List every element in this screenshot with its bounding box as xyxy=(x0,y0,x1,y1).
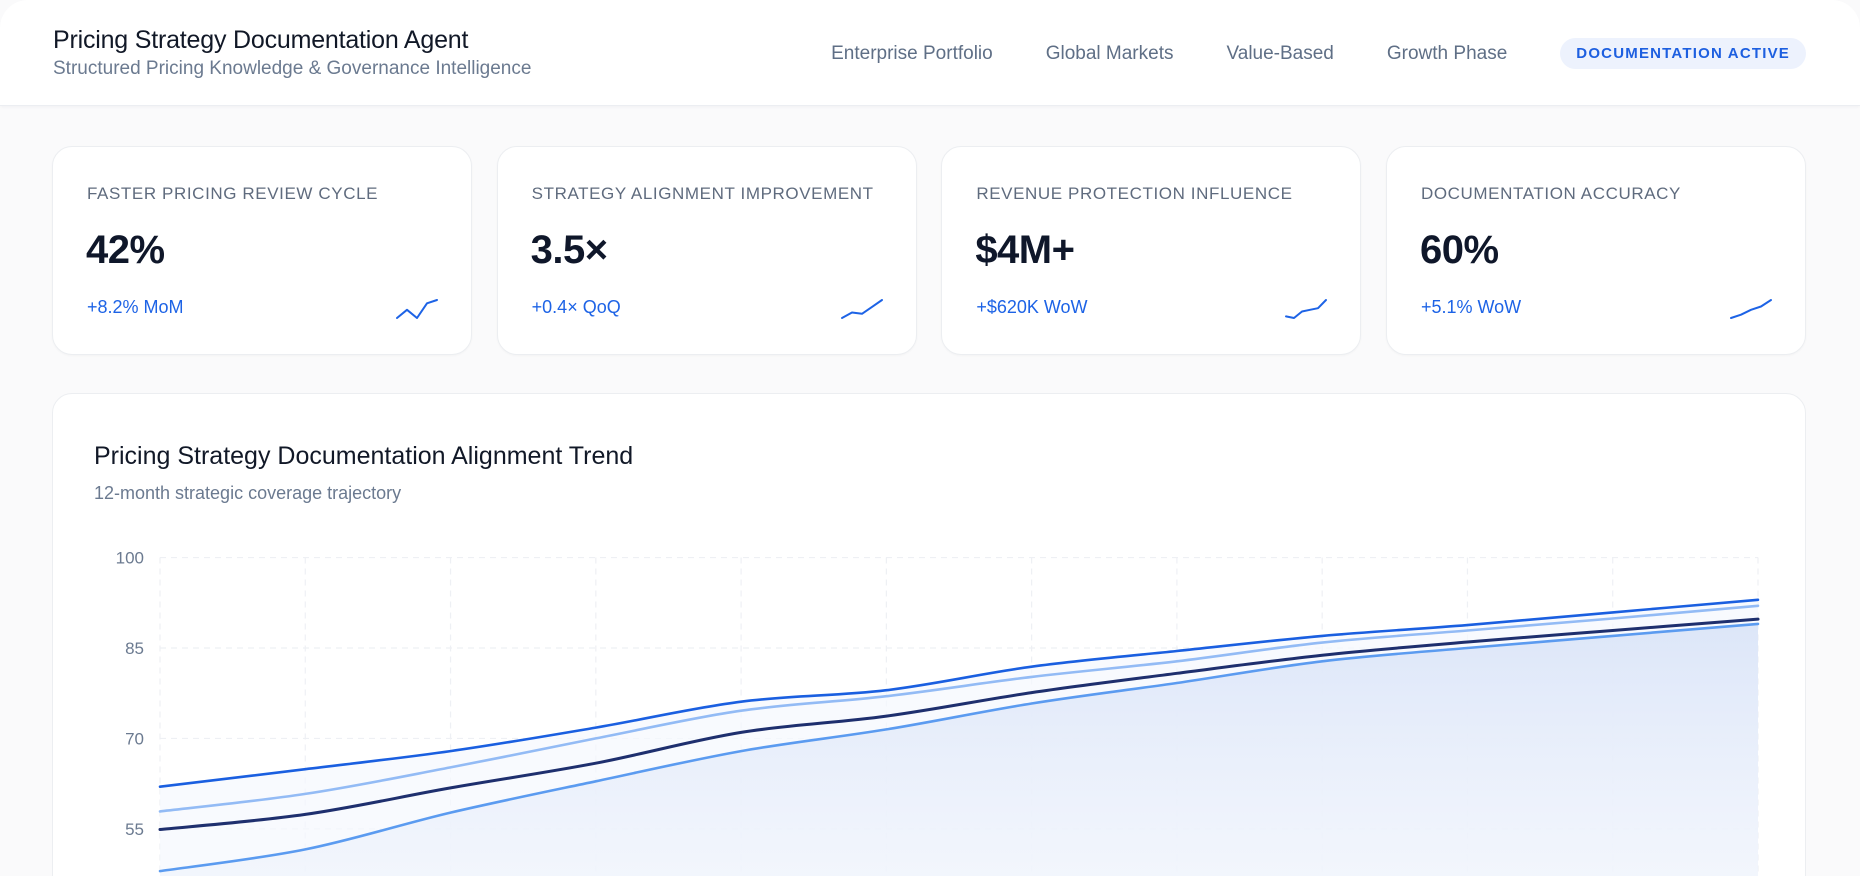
kpi-delta: +0.4× QoQ xyxy=(531,297,621,317)
series-line-3 xyxy=(158,617,1760,832)
kpi-row: FASTER PRICING REVIEW CYCLE 42% +8.2% Mo… xyxy=(52,146,1806,355)
brand: Pricing Strategy Documentation Agent Str… xyxy=(53,24,531,81)
svg-text:85: 85 xyxy=(125,639,144,658)
kpi-label: FASTER PRICING REVIEW CYCLE xyxy=(87,184,379,203)
svg-text:100: 100 xyxy=(116,549,144,568)
kpi-value: 60% xyxy=(1419,228,1499,272)
app-title: Pricing Strategy Documentation Agent xyxy=(53,26,469,54)
kpi-value: $4M+ xyxy=(975,228,1075,272)
line-chart: 100 85 70 55 xyxy=(116,549,1760,876)
alignment-trend-chart-card: Pricing Strategy Documentation Alignment… xyxy=(52,393,1806,876)
chart-subtitle: 12-month strategic coverage trajectory xyxy=(94,483,402,503)
series-lines xyxy=(158,598,1760,873)
kpi-card-revenue-protection: REVENUE PROTECTION INFLUENCE $4M+ +$620K… xyxy=(941,146,1362,355)
series-area-fill xyxy=(160,599,1758,876)
sparkline-icon xyxy=(840,299,883,319)
status-badge: DOCUMENTATION ACTIVE xyxy=(1560,38,1806,69)
kpi-value: 3.5× xyxy=(530,228,608,272)
kpi-delta: +5.1% WoW xyxy=(1420,297,1522,317)
series-line-4 xyxy=(158,622,1760,873)
y-axis: 100 85 70 55 xyxy=(116,549,144,839)
kpi-label: REVENUE PROTECTION INFLUENCE xyxy=(976,184,1293,203)
context-nav: Enterprise Portfolio Global Markets Valu… xyxy=(831,38,1806,69)
kpi-value: 42% xyxy=(86,228,165,272)
kpi-delta: +$620K WoW xyxy=(976,297,1088,317)
app-subtitle: Structured Pricing Knowledge & Governanc… xyxy=(53,58,532,79)
sparkline-icon xyxy=(396,299,438,319)
nav-growth-phase[interactable]: Growth Phase xyxy=(1386,43,1508,64)
svg-text:55: 55 xyxy=(125,820,144,839)
nav-value-based[interactable]: Value-Based xyxy=(1226,43,1334,64)
kpi-label: DOCUMENTATION ACCURACY xyxy=(1420,184,1681,203)
kpi-card-strategy-alignment: STRATEGY ALIGNMENT IMPROVEMENT 3.5× +0.4… xyxy=(496,146,917,355)
sparkline-icon xyxy=(1729,299,1772,319)
svg-text:70: 70 xyxy=(125,729,144,748)
nav-global-markets[interactable]: Global Markets xyxy=(1045,43,1174,64)
nav-enterprise-portfolio[interactable]: Enterprise Portfolio xyxy=(831,43,993,64)
top-header: Pricing Strategy Documentation Agent Str… xyxy=(0,0,1860,106)
kpi-card-review-cycle: FASTER PRICING REVIEW CYCLE 42% +8.2% Mo… xyxy=(52,146,472,355)
kpi-label: STRATEGY ALIGNMENT IMPROVEMENT xyxy=(531,184,874,203)
series-line-1 xyxy=(158,598,1760,788)
kpi-delta: +8.2% MoM xyxy=(87,297,184,317)
kpi-card-documentation-accuracy: DOCUMENTATION ACCURACY 60% +5.1% WoW xyxy=(1385,146,1806,355)
series-line-2 xyxy=(158,604,1760,813)
chart-title: Pricing Strategy Documentation Alignment… xyxy=(94,442,634,470)
sparkline-icon xyxy=(1285,299,1328,319)
